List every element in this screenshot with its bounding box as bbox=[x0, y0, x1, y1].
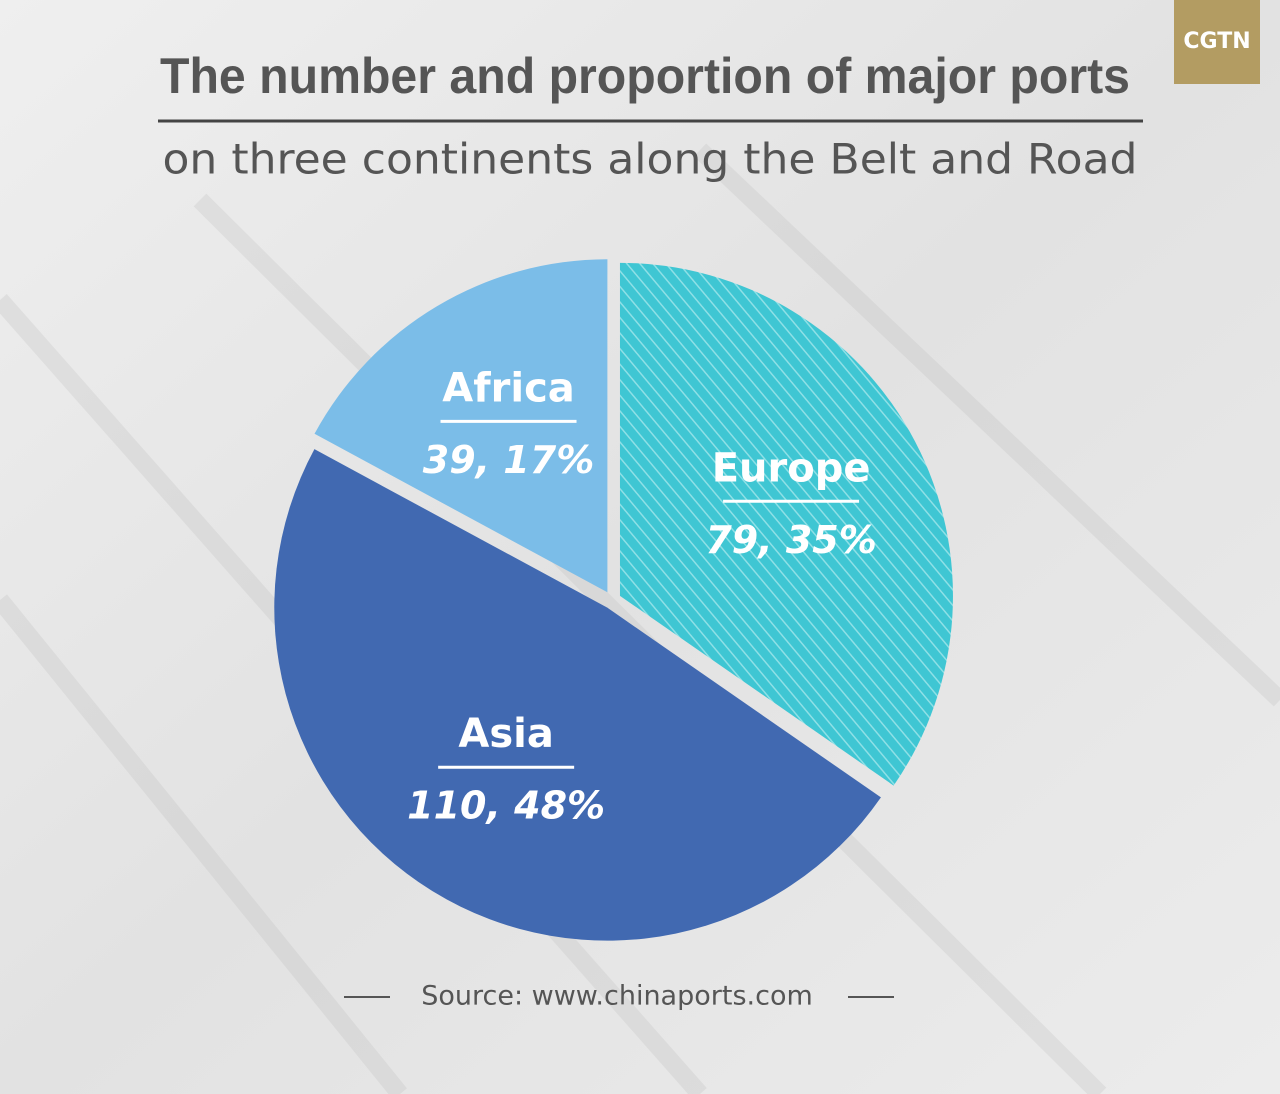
value-label: 79, 35% bbox=[705, 518, 877, 562]
pie-slice bbox=[314, 259, 608, 593]
logo-box bbox=[1174, 0, 1260, 84]
slice-label: Africa bbox=[442, 365, 575, 411]
value-label: 39, 17% bbox=[423, 438, 595, 482]
chart-subtitle: on three continents along the Belt and R… bbox=[163, 135, 1138, 184]
pie-slice bbox=[274, 449, 881, 941]
chart-title: The number and proportion of major ports bbox=[160, 48, 1130, 104]
pie-slice bbox=[619, 262, 953, 786]
logo: CGTN bbox=[1183, 29, 1250, 54]
source: Source: www.chinaports.com bbox=[421, 981, 813, 1012]
value-label: 110, 48% bbox=[407, 784, 605, 828]
slice-label: Europe bbox=[712, 445, 871, 491]
slice-label: Asia bbox=[458, 711, 553, 757]
